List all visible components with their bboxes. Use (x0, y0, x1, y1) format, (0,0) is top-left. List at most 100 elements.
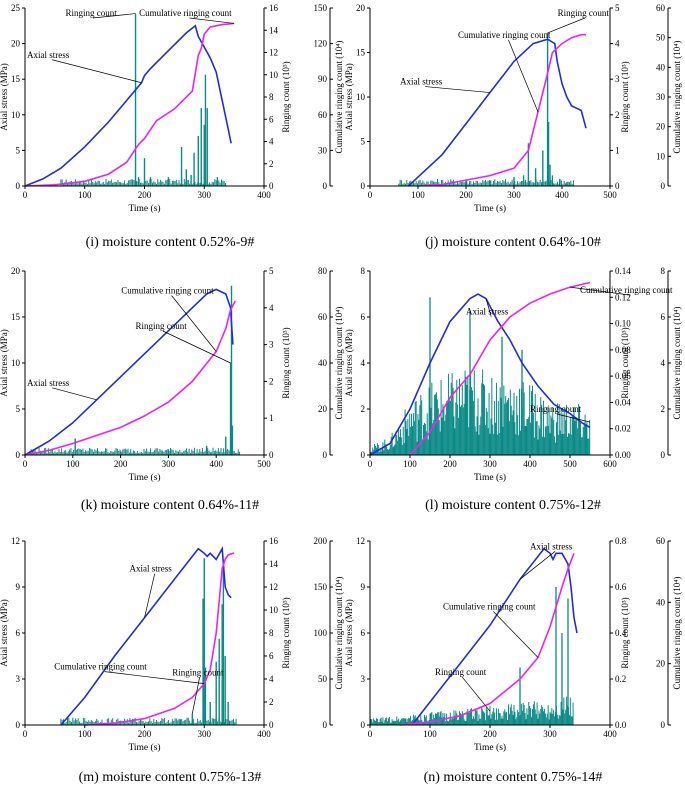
y-left-tick-label: 0 (361, 450, 366, 460)
y-r1-tick-label: 0.08 (615, 345, 631, 355)
y-r1-tick-label: 10 (269, 70, 279, 80)
caption-l: (l) moisture content 0.75%-12# (425, 498, 601, 513)
x-tick-label: 100 (78, 729, 92, 739)
x-tick-label: 100 (423, 729, 437, 739)
x-tick-label: 200 (483, 729, 497, 739)
y-left-tick-label: 5 (16, 404, 21, 414)
x-tick-label: 300 (162, 459, 176, 469)
y-r2-tick-label: 0 (323, 720, 328, 730)
y-r1-tick-label: 8 (269, 628, 274, 638)
y-r2-tick-label: 6 (661, 312, 666, 322)
cumulative-ringing-line (399, 553, 575, 726)
y-r2-tick-label: 50 (318, 674, 328, 684)
x-tick-label: 500 (603, 190, 617, 200)
y-left-tick-label: 20 (11, 266, 21, 276)
y-r2-tick-label: 0 (661, 720, 666, 730)
y-left-tick-label: 15 (11, 312, 21, 322)
y-left-tick-label: 5 (361, 137, 366, 147)
annotation-label: Axial stress (130, 564, 173, 574)
y-r1-title: Ringing count (10³) (281, 327, 291, 398)
y-r2-tick-label: 20 (656, 659, 666, 669)
y-r1-tick-label: 16 (269, 536, 279, 546)
y-left-tick-label: 12 (356, 536, 365, 546)
y-r1-tick-label: 4 (269, 674, 274, 684)
y-r2-tick-label: 200 (314, 536, 328, 546)
y-r1-tick-label: 2 (269, 697, 274, 707)
x-tick-label: 100 (411, 190, 425, 200)
y-left-tick-label: 5 (16, 145, 21, 155)
annotation-leader (104, 671, 205, 684)
annotation-label: Axial stress (466, 307, 509, 317)
y-r2-title: Cumulative ringing count (10⁴) (334, 577, 344, 690)
y-r1-tick-label: 0.2 (615, 674, 626, 684)
y-r2-tick-label: 30 (656, 92, 666, 102)
annotation-label: Axial stress (27, 378, 70, 388)
ringing-baseline (29, 447, 241, 455)
x-axis-title: Time (s) (474, 742, 506, 753)
y-left-tick-label: 0 (16, 450, 21, 460)
y-left-title: Axial stress (MPa) (344, 329, 354, 397)
y-r1-tick-label: 5 (615, 3, 620, 13)
y-left-tick-label: 0 (16, 181, 21, 191)
x-tick-label: 200 (138, 190, 152, 200)
y-r1-tick-label: 2 (615, 110, 620, 120)
annotation-label: Cumulative ringing count (443, 602, 536, 612)
annotation-label: Cumulative ringing count (580, 285, 673, 295)
y-r2-tick-label: 0 (661, 450, 666, 460)
annotation-label: Cumulative ringing count (121, 286, 214, 296)
caption-i: (i) moisture content 0.52%-9# (85, 235, 255, 250)
y-r1-tick-label: 0.10 (615, 319, 631, 329)
y-left-tick-label: 15 (11, 74, 21, 84)
annotation-label: Axial stress (27, 50, 70, 60)
y-r1-tick-label: 12 (269, 48, 278, 58)
annotation-leader (425, 86, 491, 93)
y-left-tick-label: 10 (11, 110, 21, 120)
caption-m: (m) moisture content 0.75%-13# (78, 770, 262, 785)
y-r1-tick-label: 0.00 (615, 450, 631, 460)
y-r1-title: Ringing count (10³) (281, 597, 291, 668)
caption-n: (n) moisture content 0.75%-14# (423, 770, 603, 785)
cumulative-ringing-line (84, 552, 235, 726)
y-r2-tick-label: 0 (323, 450, 328, 460)
axial-stress-line (369, 293, 591, 456)
y-left-tick-label: 6 (16, 628, 21, 638)
x-tick-label: 500 (257, 459, 271, 469)
y-r1-tick-label: 5 (269, 266, 274, 276)
annotation-label: Cumulative ringing count (458, 30, 551, 40)
y-left-title: Axial stress (MPa) (0, 599, 9, 667)
y-r1-tick-label: 0.14 (615, 266, 631, 276)
x-tick-label: 0 (368, 729, 373, 739)
y-r1-tick-label: 3 (615, 74, 620, 84)
annotation-leader (189, 17, 235, 24)
x-tick-label: 0 (368, 459, 373, 469)
y-r2-tick-label: 60 (656, 3, 666, 13)
x-axis-title: Time (s) (128, 472, 160, 483)
y-left-tick-label: 0 (361, 720, 366, 730)
y-r1-title: Ringing count (10³) (620, 327, 630, 398)
y-r1-tick-label: 2 (269, 159, 274, 169)
caption-j: (j) moisture content 0.64%-10# (425, 235, 601, 250)
y-r1-tick-label: 10 (269, 605, 279, 615)
x-tick-label: 300 (507, 190, 521, 200)
x-tick-label: 300 (483, 459, 497, 469)
x-tick-label: 200 (138, 729, 152, 739)
panel-l: 0 100 200 300 400 500 600 Time (s) 0 2 4 6 8 Axial st… (344, 266, 682, 483)
x-tick-label: 0 (368, 190, 373, 200)
x-tick-label: 0 (23, 459, 28, 469)
y-r1-tick-label: 16 (269, 3, 279, 13)
annotation-leader (485, 298, 492, 317)
y-r1-tick-label: 6 (269, 114, 274, 124)
y-r2-title: Cumulative ringing count (10⁴) (672, 41, 682, 154)
y-r2-tick-label: 90 (318, 74, 328, 84)
y-r1-tick-label: 14 (269, 25, 279, 35)
y-left-tick-label: 3 (361, 674, 366, 684)
y-left-tick-label: 0 (361, 181, 366, 191)
x-tick-label: 400 (603, 729, 617, 739)
annotation-leader (557, 413, 591, 423)
cumulative-ringing-line (417, 33, 586, 187)
annotation-label: Ringing count (172, 668, 224, 678)
y-left-tick-label: 0 (16, 720, 21, 730)
